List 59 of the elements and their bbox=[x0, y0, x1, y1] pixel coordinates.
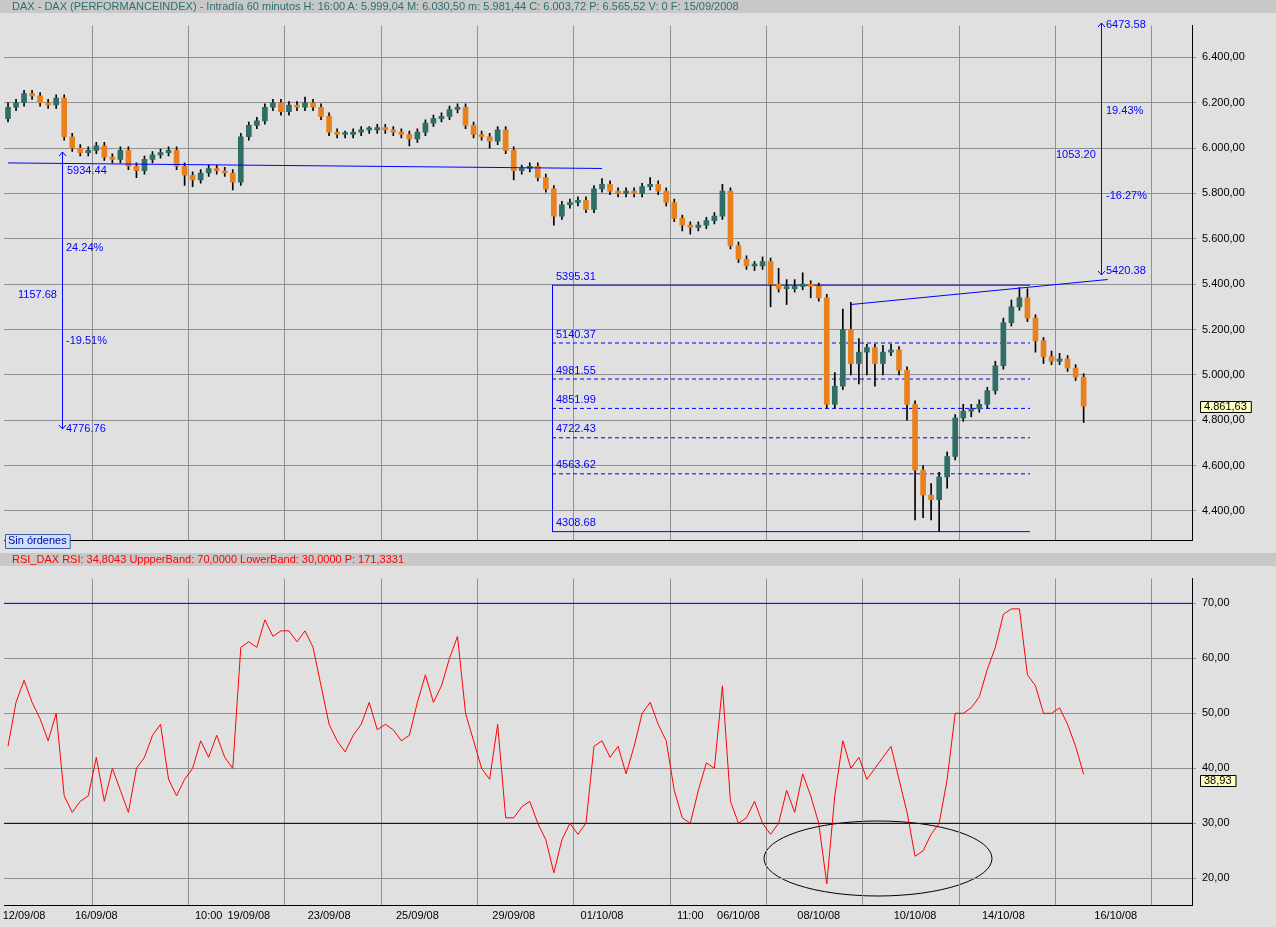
annotation: -19.51% bbox=[66, 334, 108, 347]
candlestick bbox=[687, 221, 694, 235]
annotation: 5934.44 bbox=[67, 164, 107, 177]
candlestick bbox=[928, 483, 934, 521]
y-tick-label: 60,00 bbox=[1202, 651, 1230, 664]
x-tick-label: 29/09/08 bbox=[492, 909, 536, 922]
y-tick-label: 40,00 bbox=[1202, 761, 1230, 774]
y-tick-label: 5.400,00 bbox=[1202, 277, 1245, 290]
ref-line-label: 4851.99 bbox=[556, 392, 596, 405]
candlestick bbox=[799, 272, 806, 291]
annotation: 24.24% bbox=[66, 241, 104, 254]
y-tick-label: 4.800,00 bbox=[1202, 413, 1245, 426]
x-tick-label: 16/10/08 bbox=[1094, 909, 1138, 922]
annotation: -16.27% bbox=[1106, 189, 1148, 202]
annotation: 6473.58 bbox=[1106, 18, 1146, 31]
ref-line-label: 4722.43 bbox=[556, 422, 596, 435]
ref-line-label: 4563.62 bbox=[556, 458, 596, 471]
text: 38,93 bbox=[1204, 773, 1232, 786]
ref-line-label: 4308.68 bbox=[556, 516, 596, 529]
ref-line-label: 4981.55 bbox=[556, 363, 596, 376]
y-tick-label: 6.200,00 bbox=[1202, 95, 1245, 108]
annotation: 1053.20 bbox=[1056, 148, 1096, 161]
annotation: 19.43% bbox=[1106, 104, 1144, 117]
ref-line-label: 5395.31 bbox=[556, 269, 596, 282]
x-tick-label: 23/09/08 bbox=[307, 909, 351, 922]
x-tick-label: 06/10/08 bbox=[717, 909, 760, 922]
y-tick-label: 6.000,00 bbox=[1202, 141, 1245, 154]
y-tick-label: 70,00 bbox=[1202, 596, 1230, 609]
y-tick-label: 30,00 bbox=[1202, 816, 1230, 829]
annotation: Sin órdenes bbox=[8, 534, 68, 547]
x-tick-label: 16/09/08 bbox=[74, 909, 118, 922]
ref-line-label: 5140.37 bbox=[556, 327, 596, 340]
y-tick-label: 20,00 bbox=[1202, 871, 1230, 884]
x-tick-label: 08/10/08 bbox=[797, 909, 841, 922]
y-tick-label: 50,00 bbox=[1202, 706, 1230, 719]
x-tick-label: 14/10/08 bbox=[981, 909, 1025, 922]
candlestick bbox=[647, 177, 654, 191]
y-tick-label: 4.400,00 bbox=[1202, 503, 1245, 516]
y-tick-label: 5.200,00 bbox=[1202, 322, 1245, 335]
y-tick-label: 4.600,00 bbox=[1202, 458, 1245, 471]
text: 4.861,63 bbox=[1204, 399, 1247, 412]
x-tick-label: 10:00 bbox=[194, 909, 223, 922]
chart-title: RSI_DAX RSI: 34,8043 UppperBand: 70,0000 LowerBand: 30,0000 P: 171,3331 bbox=[0, 553, 1276, 566]
chart-title: DAX - DAX (PERFORMANCEINDEX) - Intradía 60 minutos H: 16:00 A: 5.999,04 M: 6.030,50 m: 5.981,44 C: 6.003,72 P: 6.565,52 V: 0 F: 15/09/2008 bbox=[0, 0, 1276, 13]
annotation: 5420.38 bbox=[1106, 264, 1146, 277]
x-tick-label: 11:00 bbox=[676, 909, 704, 922]
candlestick bbox=[807, 280, 814, 299]
x-tick-label: 19/09/08 bbox=[227, 909, 271, 922]
y-tick-label: 5.800,00 bbox=[1202, 186, 1245, 199]
x-tick-label: 12/09/08 bbox=[2, 909, 46, 922]
y-tick-label: 5.600,00 bbox=[1202, 231, 1245, 244]
y-tick-label: 6.400,00 bbox=[1202, 50, 1245, 63]
candlestick bbox=[864, 343, 870, 376]
y-tick-label: 5.000,00 bbox=[1202, 367, 1245, 380]
x-tick-label: 01/10/08 bbox=[580, 909, 624, 922]
annotation: 1157.68 bbox=[18, 288, 57, 301]
x-tick-label: 25/09/08 bbox=[395, 909, 439, 922]
annotation: 4776.76 bbox=[66, 422, 106, 435]
x-tick-label: 10/10/08 bbox=[893, 909, 937, 922]
